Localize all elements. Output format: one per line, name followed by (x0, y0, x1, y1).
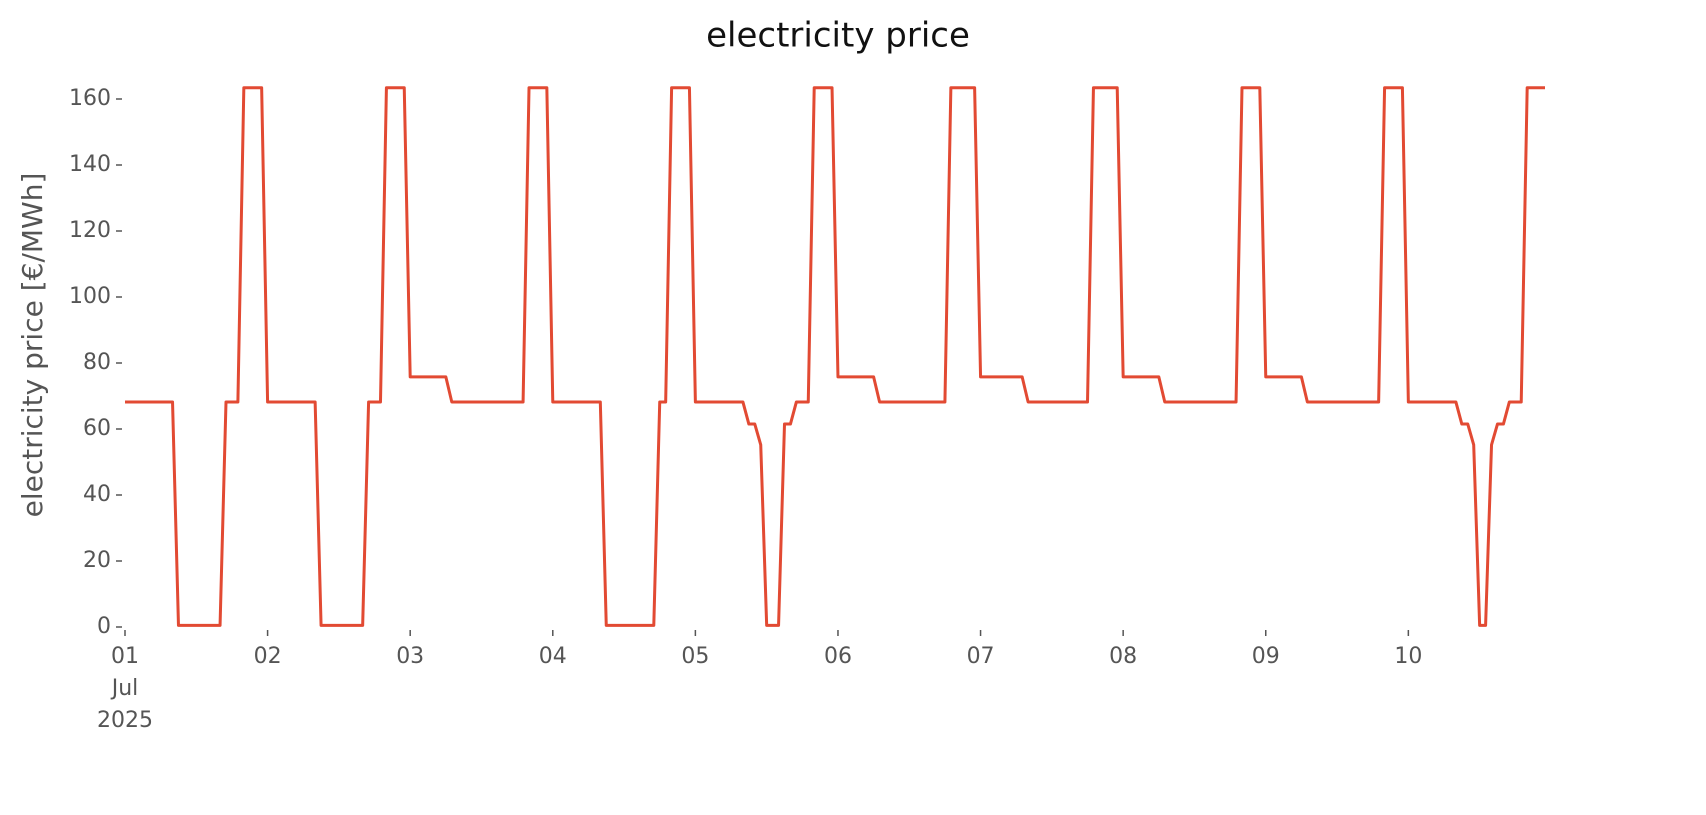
y-tick-label: 60 (83, 416, 111, 441)
price-line (125, 86, 1545, 627)
x-tick-label: 10 (1394, 644, 1422, 669)
y-tick-label: 20 (83, 548, 111, 573)
x-tick-label: 09 (1252, 644, 1280, 669)
y-axis-label: electricity price [€/MWh] (16, 173, 49, 518)
x-tick-label: 07 (967, 644, 995, 669)
y-tick-label: 100 (69, 284, 111, 309)
x-tick-label: 01 Jul 2025 (97, 644, 153, 733)
chart-title: electricity price (706, 16, 970, 56)
x-tick-label: 02 (254, 644, 282, 669)
x-tick-label: 08 (1109, 644, 1137, 669)
y-tick-label: 0 (97, 614, 111, 639)
x-tick-label: 05 (681, 644, 709, 669)
x-tick-label: 06 (824, 644, 852, 669)
x-tick-label: 04 (539, 644, 567, 669)
y-tick-label: 40 (83, 482, 111, 507)
x-tick-label: 03 (396, 644, 424, 669)
y-tick-label: 140 (69, 152, 111, 177)
y-tick-label: 80 (83, 350, 111, 375)
y-tick-label: 160 (69, 86, 111, 111)
y-tick-label: 120 (69, 218, 111, 243)
